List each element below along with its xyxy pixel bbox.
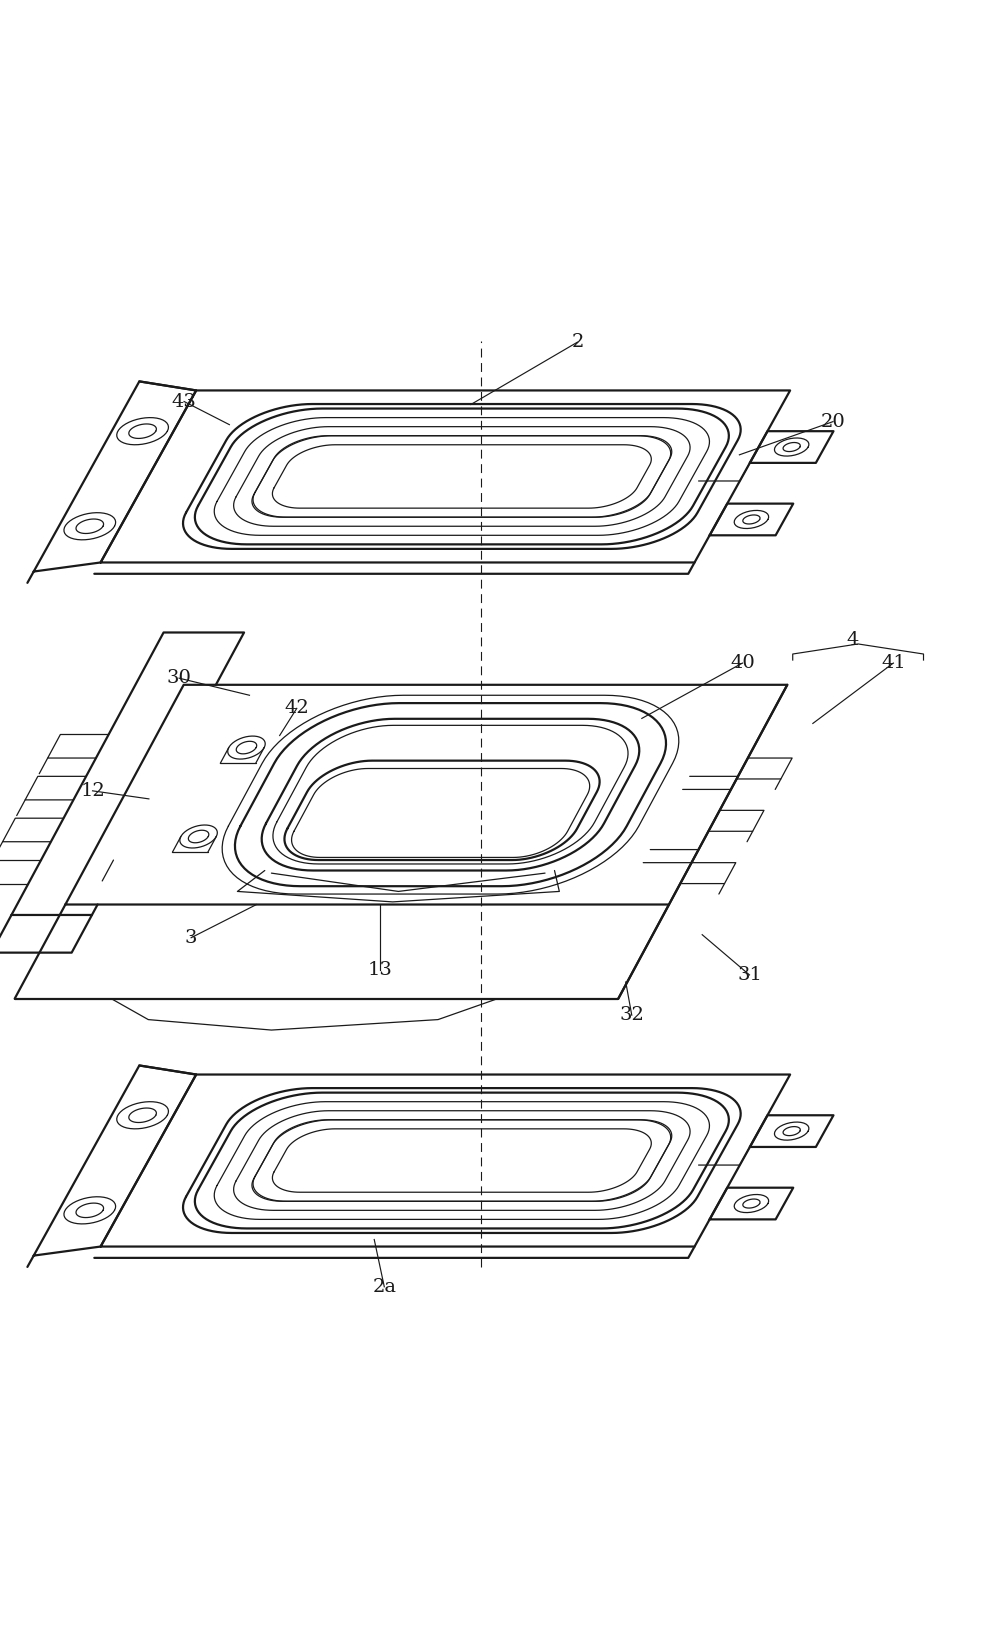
Text: 43: 43 bbox=[172, 393, 196, 411]
Text: 13: 13 bbox=[368, 962, 392, 980]
Text: 40: 40 bbox=[730, 654, 754, 672]
Text: 42: 42 bbox=[285, 699, 309, 717]
Text: 20: 20 bbox=[821, 413, 845, 431]
Text: 31: 31 bbox=[737, 966, 762, 984]
Text: 30: 30 bbox=[167, 670, 191, 688]
Text: 3: 3 bbox=[185, 929, 197, 947]
Text: 41: 41 bbox=[881, 654, 905, 672]
Text: 32: 32 bbox=[620, 1006, 644, 1024]
Text: 2a: 2a bbox=[372, 1278, 396, 1296]
Text: 12: 12 bbox=[80, 781, 105, 799]
Text: 4: 4 bbox=[847, 631, 859, 649]
Text: 2: 2 bbox=[571, 333, 583, 351]
